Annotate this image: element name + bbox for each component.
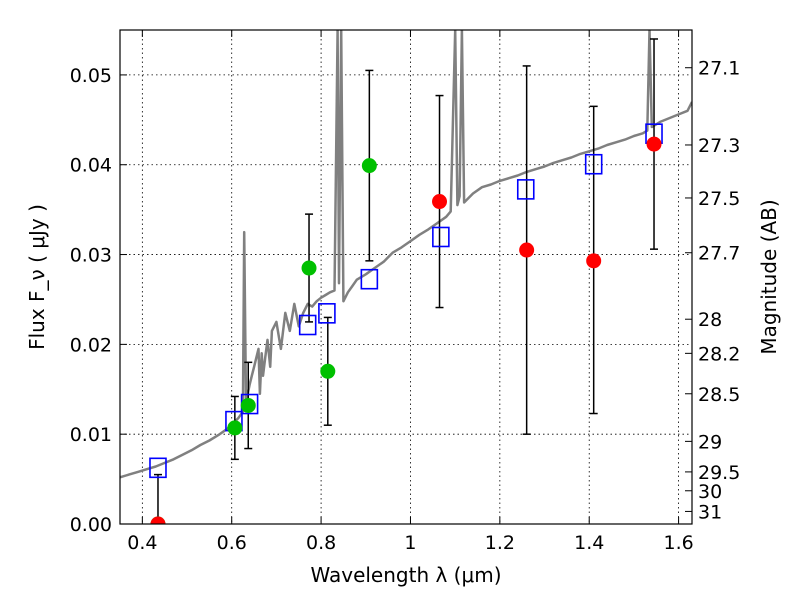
x-tick-label-2: 0.8	[306, 532, 336, 554]
square-point-6	[432, 226, 450, 248]
right-tick-label-3: 27.7	[698, 243, 740, 265]
square-point-3	[298, 314, 317, 336]
x-tick-label-3: 1	[404, 532, 416, 554]
red-point-0	[150, 516, 166, 524]
green-point-1	[227, 420, 243, 436]
x-tick-label-1: 0.6	[217, 532, 247, 554]
ticks: 0.4 0.6 0.8 1 1.2 1.4 1.6 0.00 0.01 0.02 0.03 0.04 0…	[70, 30, 740, 554]
axes-frame	[119, 29, 693, 525]
y-tick-label-2: 0.02	[70, 334, 112, 356]
red-point-1	[432, 194, 448, 210]
right-tick-label-6: 28.5	[698, 384, 740, 406]
x-tick-label-4: 1.2	[485, 532, 515, 554]
green-point-4	[320, 363, 336, 379]
y-tick-label-3: 0.03	[70, 245, 112, 267]
square-point-0	[149, 457, 167, 479]
x-tick-label-0: 0.4	[127, 532, 157, 554]
x-axis-label: Wavelength λ (μm)	[310, 563, 501, 587]
right-tick-label-0: 27.1	[698, 58, 740, 80]
axis-labels: Wavelength λ (μm) Flux F_ν ( μJy ) Magnitu…	[25, 199, 781, 587]
red-point-4	[646, 136, 662, 152]
green-point-3	[301, 260, 317, 276]
square-point-5	[360, 268, 379, 290]
x-tick-label-5: 1.4	[574, 532, 604, 554]
y-tick-label-5: 0.05	[70, 65, 112, 87]
right-tick-label-7: 29	[698, 431, 722, 453]
right-tick-label-8: 29.5	[698, 462, 740, 484]
right-tick-label-9: 30	[698, 481, 722, 503]
green-point-2	[240, 397, 256, 413]
right-tick-label-2: 27.5	[698, 188, 740, 210]
square-point-4	[318, 303, 336, 324]
right-tick-label-5: 28.2	[698, 343, 740, 365]
x-tick-label-6: 1.6	[663, 532, 693, 554]
plot-border	[119, 29, 693, 525]
red-point-2	[519, 242, 535, 258]
square-point-7	[516, 179, 535, 200]
spectrum-line	[120, 30, 692, 479]
red-point-3	[586, 253, 602, 269]
green-point-5	[361, 158, 377, 174]
y-tick-label-4: 0.04	[70, 155, 112, 177]
right-tick-label-4: 28	[698, 309, 722, 331]
right-tick-label-1: 27.3	[698, 135, 740, 157]
y-axis-label: Flux F_ν ( μJy )	[25, 204, 49, 350]
square-point-8	[584, 153, 603, 175]
right-tick-label-10: 31	[698, 501, 722, 523]
y-tick-label-1: 0.01	[70, 424, 112, 446]
y-tick-label-0: 0.00	[70, 514, 112, 536]
right-axis-label: Magnitude (AB)	[757, 199, 781, 354]
